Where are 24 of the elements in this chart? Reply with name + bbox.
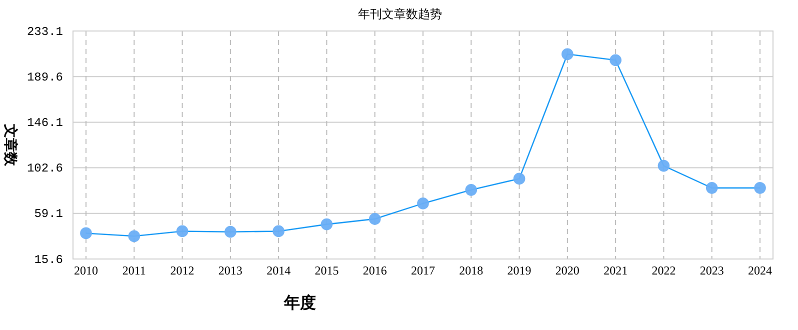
x-tick-label: 2017 <box>411 264 435 278</box>
x-tick-label: 2015 <box>314 264 339 278</box>
y-axis-title: 文章数 <box>2 123 19 167</box>
x-tick-label: 2016 <box>362 264 387 278</box>
x-tick-label: 2021 <box>604 264 628 278</box>
x-tick-label: 2023 <box>700 264 724 278</box>
x-tick-label: 2013 <box>218 264 242 278</box>
y-tick-label: 102.6 <box>26 162 63 176</box>
x-tick-label: 2011 <box>122 264 146 278</box>
x-tick-label: 2012 <box>170 264 194 278</box>
x-tick-label: 2014 <box>266 264 291 278</box>
y-tick-label: 146.1 <box>26 116 63 130</box>
y-tick-label: 189.6 <box>26 70 63 84</box>
x-tick-label: 2018 <box>459 264 484 278</box>
x-tick-label: 2024 <box>748 264 772 278</box>
x-tick-label: 2020 <box>555 264 580 278</box>
chart-title: 年刊文章数趋势 <box>358 7 442 21</box>
y-tick-label: 59.1 <box>34 207 63 222</box>
y-tick-label: 233.1 <box>26 24 63 39</box>
y-tick-label: 15.6 <box>34 252 63 267</box>
x-tick-label: 2010 <box>74 264 98 278</box>
x-tick-label: 2022 <box>652 264 676 278</box>
x-axis-title: 年度 <box>283 293 316 312</box>
x-tick-label: 2019 <box>507 264 532 278</box>
